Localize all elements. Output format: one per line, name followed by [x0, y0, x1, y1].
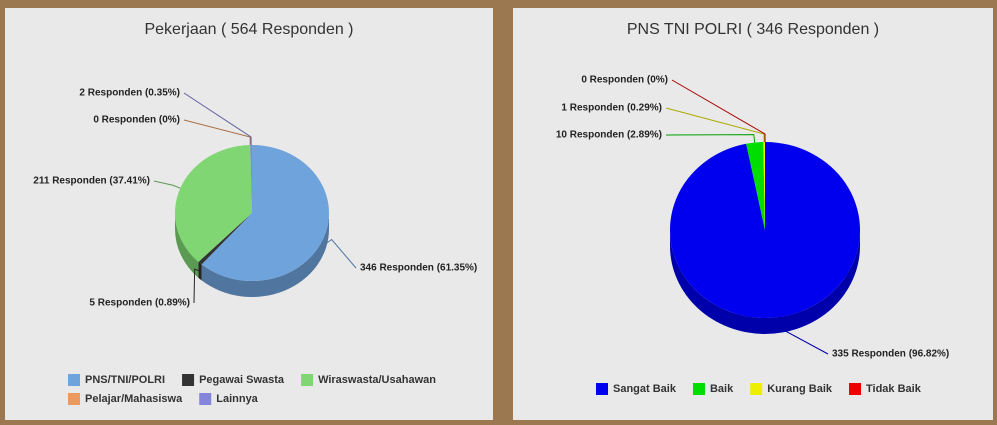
- legend-swatch: [301, 374, 314, 386]
- leader-line: [193, 268, 201, 304]
- legend-swatch: [692, 383, 705, 395]
- legend-swatch: [182, 374, 195, 386]
- data-label: 0 Responden (0%): [93, 115, 180, 126]
- legend-swatch: [199, 393, 212, 405]
- legend-label: Pegawai Swasta: [199, 374, 285, 386]
- leader-line: [183, 119, 251, 146]
- legend-swatch: [68, 393, 80, 405]
- leader-line: [671, 79, 766, 142]
- legend-swatch: [596, 383, 608, 395]
- leader-line: [665, 134, 756, 143]
- pie-side: [670, 230, 860, 334]
- pie-slice: [175, 145, 252, 262]
- legend-label: Wiraswasta/Usahawan: [318, 374, 436, 386]
- pie-side: [175, 213, 199, 278]
- legend-label: Sangat Baik: [613, 383, 677, 395]
- data-label: 346 Responden (61.35%): [360, 263, 477, 274]
- data-label: 5 Responden (0.89%): [89, 298, 190, 309]
- legend-swatch: [849, 383, 862, 395]
- data-label: 2 Responden (0.35%): [79, 88, 180, 99]
- data-label: 211 Responden (37.41%): [33, 176, 150, 187]
- data-label: 335 Responden (96.82%): [832, 349, 949, 360]
- pie-side: [201, 213, 329, 297]
- legend-label: Kurang Baik: [767, 383, 833, 395]
- legend-label: Tidak Baik: [866, 383, 922, 395]
- data-label: 1 Responden (0.29%): [561, 103, 662, 114]
- legend-label: Lainnya: [216, 393, 258, 405]
- chart-title: PNS TNI POLRI ( 346 Responden ): [627, 21, 879, 38]
- chart-title: Pekerjaan ( 564 Responden ): [144, 21, 353, 38]
- pie-slice: [198, 213, 252, 265]
- pie-slice: [746, 142, 765, 230]
- pie-slice: [763, 142, 765, 230]
- data-label: 0 Responden (0%): [581, 75, 668, 86]
- pie-slice: [201, 145, 330, 281]
- leader-line: [774, 325, 829, 355]
- leader-line: [183, 92, 252, 146]
- pie-side: [198, 261, 202, 281]
- legend-swatch: [68, 374, 80, 386]
- pie-slice: [250, 145, 252, 213]
- legend-label: Pelajar/Mahasiswa: [85, 393, 183, 405]
- legend-label: Baik: [710, 383, 734, 395]
- legend-label: PNS/TNI/POLRI: [85, 374, 165, 386]
- leader-line: [153, 180, 181, 189]
- leader-line: [323, 238, 357, 269]
- legend-swatch: [750, 383, 763, 395]
- data-label: 10 Responden (2.89%): [556, 130, 662, 141]
